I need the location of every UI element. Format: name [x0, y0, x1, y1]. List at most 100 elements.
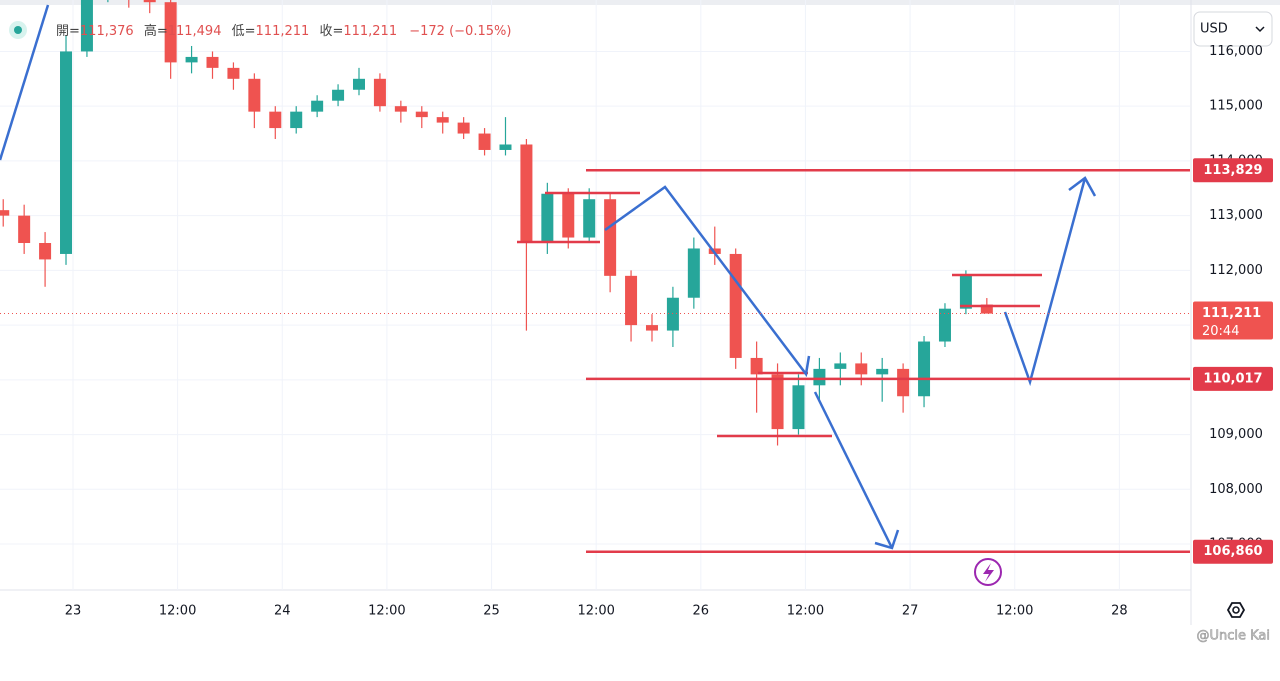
candle-body: [562, 193, 575, 238]
candle-body: [164, 2, 177, 63]
candle-body: [478, 133, 491, 150]
legend-value: 111,376: [80, 24, 134, 39]
candle-body: [792, 385, 805, 430]
candle-body: [959, 275, 972, 309]
legend-value: 111,211: [343, 24, 397, 39]
candle-body: [290, 111, 303, 129]
trend-arrow: [1003, 177, 1087, 387]
candle-body: [18, 215, 31, 244]
grid: [0, 0, 1190, 590]
legend-label: 低=: [232, 24, 256, 39]
countdown: 20:44: [1202, 324, 1239, 339]
top-strip: [0, 0, 1280, 5]
x-tick-label: 27: [902, 604, 919, 619]
candle-body: [143, 0, 156, 3]
currency-select[interactable]: USD: [1193, 11, 1273, 47]
candle-body: [248, 78, 261, 112]
y-tick-label: 115,000: [1209, 99, 1263, 114]
trend-arrow: [604, 185, 811, 378]
y-tick-label: 109,000: [1209, 427, 1263, 442]
arrow-head: [874, 529, 900, 550]
x-tick-label: 12:00: [368, 604, 405, 619]
y-axis: 107,000108,000109,000110,000111,000112,0…: [1193, 44, 1273, 564]
gear[interactable]: [1226, 602, 1246, 618]
x-tick-label: 12:00: [159, 604, 196, 619]
x-tick-label: 25: [483, 604, 500, 619]
y-tick-label: 112,000: [1209, 263, 1263, 278]
candle-body: [227, 67, 240, 79]
candle-body: [60, 51, 73, 254]
candle-body: [80, 0, 93, 52]
x-axis: 23 12:00 24 12:00 25 12:00 26 12:00 27 12:00 28: [65, 604, 1128, 619]
candle-body: [729, 253, 742, 358]
status-dot: [14, 26, 22, 34]
gear-hole: [1232, 606, 1240, 614]
candles: [0, 0, 993, 446]
candle-body: [373, 78, 386, 107]
candle-body: [39, 243, 52, 260]
y-tick-label: 108,000: [1209, 482, 1263, 497]
candle-body: [750, 357, 763, 375]
candle-body: [311, 100, 324, 112]
arrow-head: [1068, 176, 1097, 197]
candle-body: [855, 363, 868, 375]
candle-body: [645, 325, 658, 331]
x-tick-label: 23: [65, 604, 82, 619]
candle-body: [876, 368, 889, 375]
replay-icon[interactable]: [974, 558, 1002, 586]
candle-body: [206, 56, 219, 68]
candle-body: [541, 193, 554, 244]
y-tick-label: 116,000: [1209, 44, 1263, 59]
last-price-label: 111,211: [1202, 306, 1261, 321]
x-tick-label: 12:00: [996, 604, 1033, 619]
price-badge: [1193, 366, 1273, 391]
drawings: [0, 4, 1097, 550]
icon-bolt: [983, 563, 994, 582]
candle-body: [604, 199, 617, 276]
legend-value: 111,494: [168, 24, 222, 39]
candle-body: [938, 308, 951, 342]
legend-label: 高=: [144, 23, 168, 39]
candle-body: [918, 341, 931, 397]
candle-body: [813, 368, 826, 386]
x-tick-label: 12:00: [577, 604, 614, 619]
price-badge-label: 113,829: [1203, 163, 1262, 178]
candle-body: [0, 210, 10, 216]
header-legend: 開=111,376 高=111,494 低=111,211 收=111,211 …: [9, 21, 511, 39]
candle-body: [771, 374, 784, 430]
trend-arrow: [813, 391, 894, 549]
price-badge-label: 106,860: [1203, 544, 1262, 559]
price-badge: [1193, 539, 1273, 564]
candle-body: [625, 275, 638, 326]
candle-body: [394, 106, 407, 112]
levels: [0, 169, 1190, 553]
candle-body: [583, 199, 596, 238]
candle-body: [457, 122, 470, 134]
candle-body: [834, 363, 847, 369]
legend-label: 開=: [56, 24, 80, 39]
y-tick-label: 113,000: [1209, 208, 1263, 223]
x-tick-label: 28: [1111, 604, 1128, 619]
x-tick-label: 12:00: [787, 604, 824, 619]
candle-body: [499, 144, 512, 150]
candle-body: [897, 368, 910, 397]
legend-label: 收=: [319, 24, 343, 39]
dropdown-caret: [1255, 26, 1265, 33]
candle-body: [415, 111, 428, 118]
x-tick-label: 26: [693, 604, 710, 619]
candle-body: [332, 89, 345, 101]
candle-body: [520, 144, 533, 244]
candle-body: [269, 111, 282, 129]
watermark: @Uncle Kai: [1196, 629, 1270, 644]
settings-icon[interactable]: [1226, 602, 1246, 618]
candle-body: [436, 117, 449, 123]
candle-body: [980, 304, 993, 314]
legend-value: 111,211: [256, 24, 310, 39]
last-price-badge: [1193, 301, 1273, 340]
currency-label[interactable]: USD: [1200, 22, 1228, 37]
price-badge: [1193, 158, 1273, 183]
candle-body: [352, 78, 365, 90]
currency-button[interactable]: [1193, 11, 1273, 47]
